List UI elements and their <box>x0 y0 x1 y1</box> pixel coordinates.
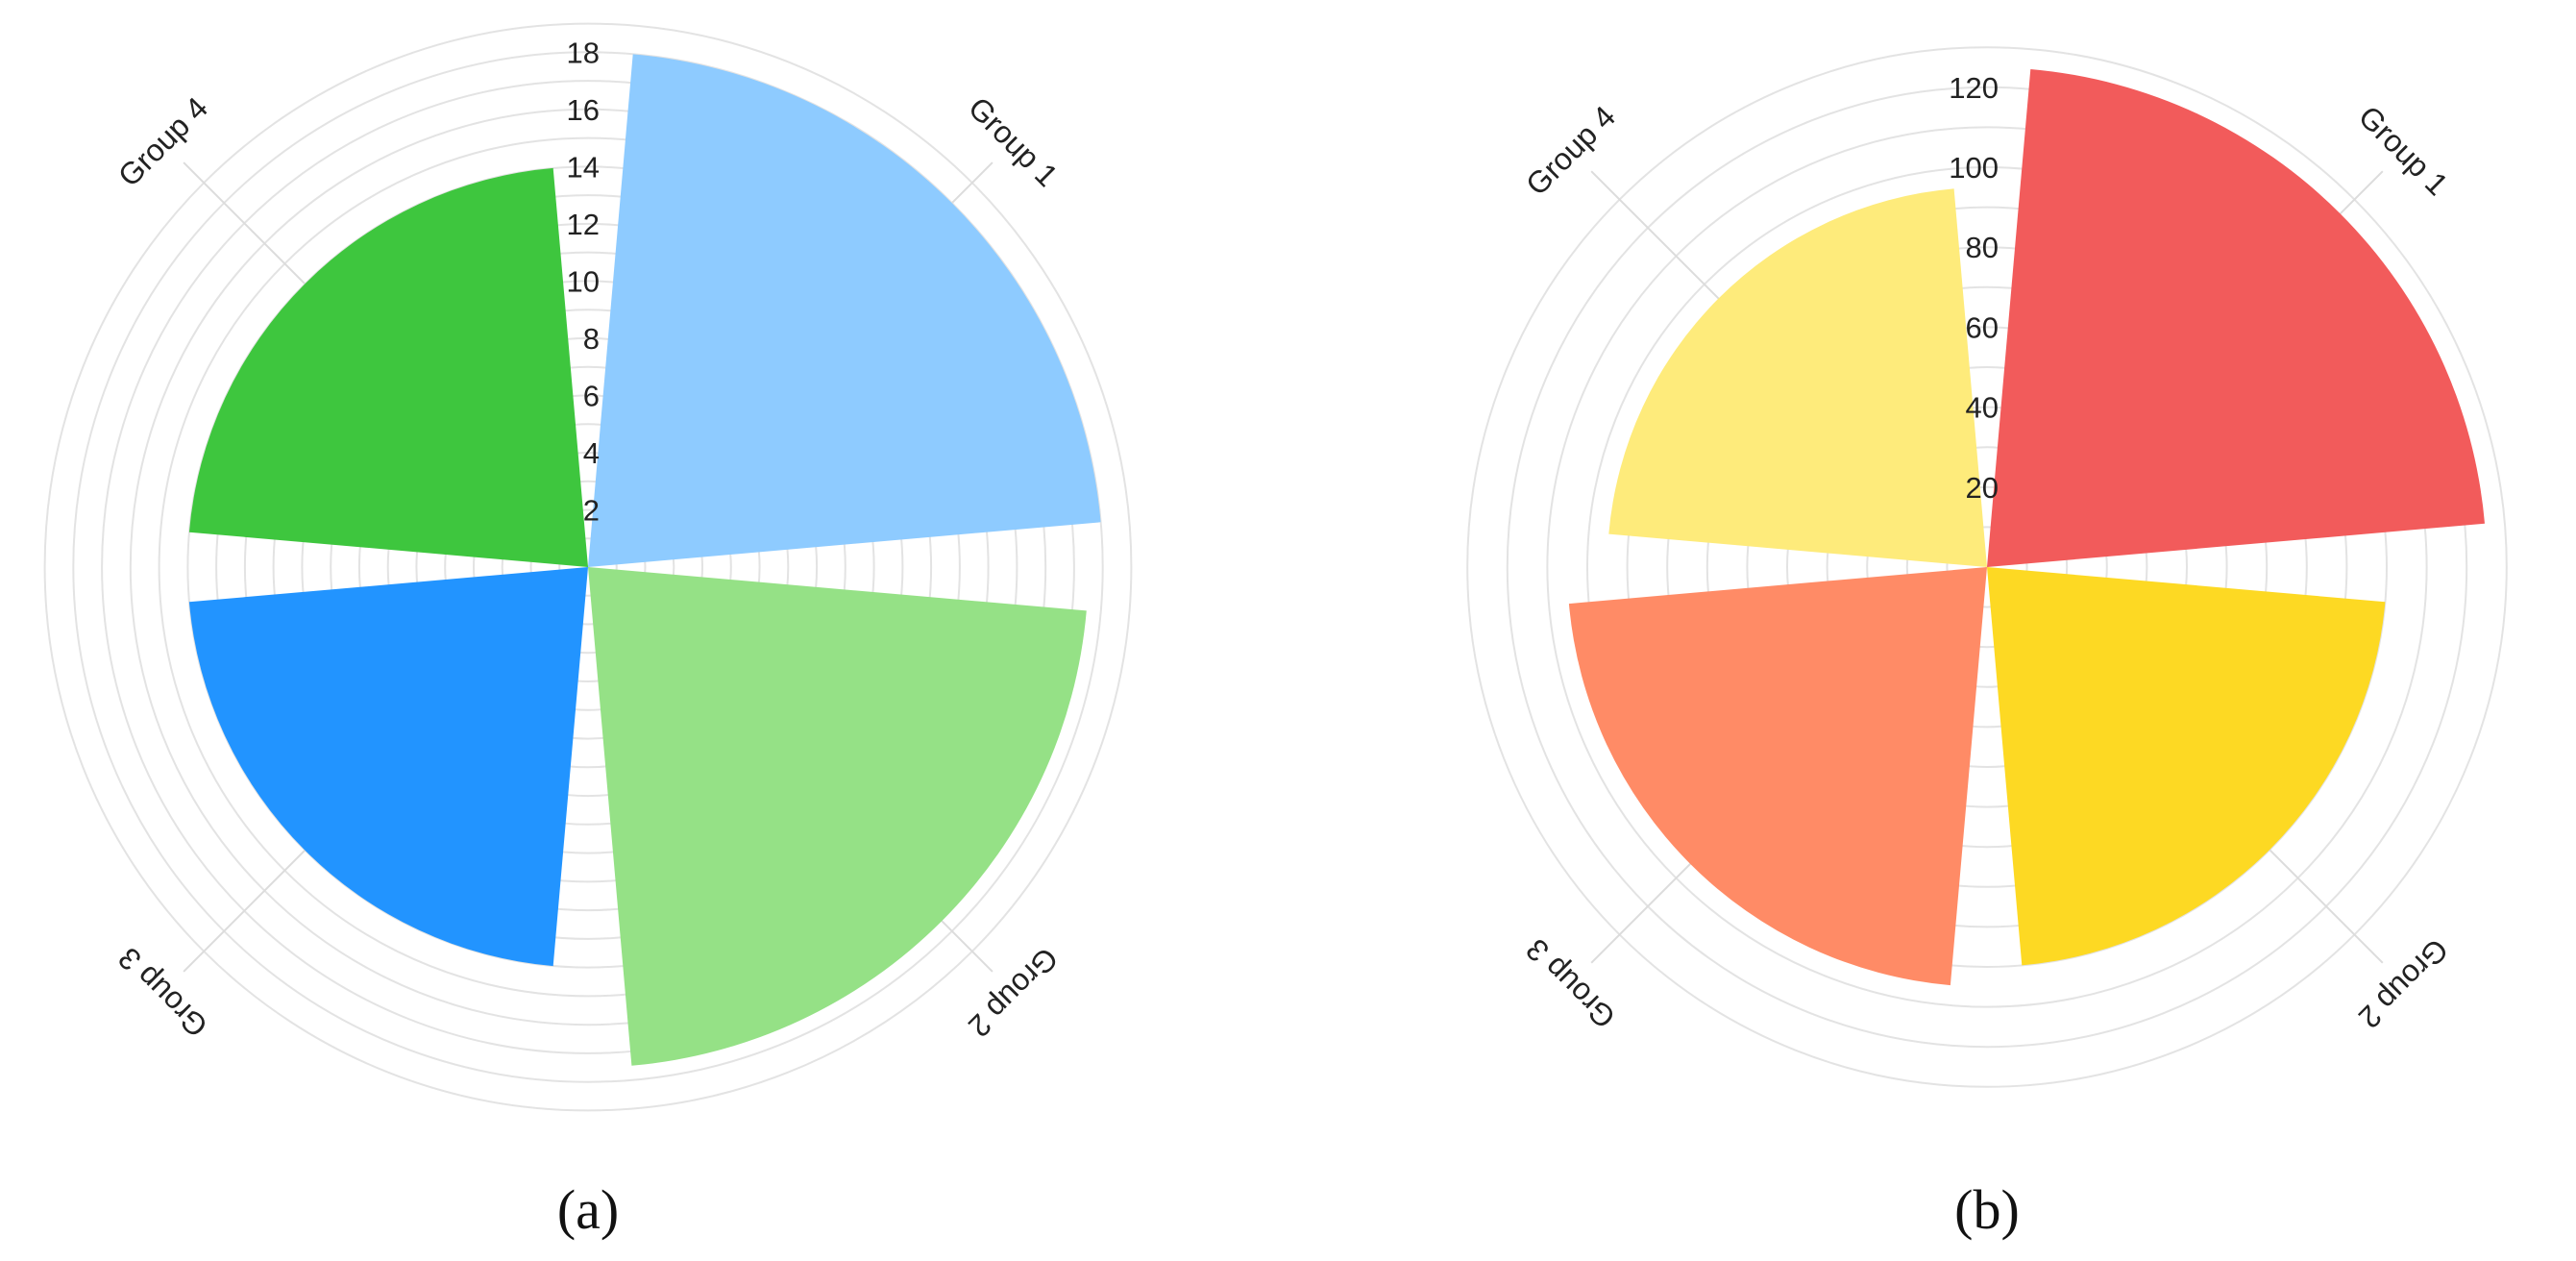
grid-ring <box>215 194 961 940</box>
tick-label: 60 <box>1966 310 1999 344</box>
grid-ring <box>1705 285 2269 849</box>
grid-ring <box>1506 86 2468 1049</box>
tick-label: 4 <box>583 436 600 470</box>
tick-label: 2 <box>583 494 600 528</box>
grid-ring <box>386 365 790 769</box>
tick-label: 6 <box>583 379 600 412</box>
caption-b: (b) <box>1954 1178 2020 1241</box>
sector-group-4 <box>188 167 588 567</box>
grid-ring <box>1746 326 2228 808</box>
grid-ring <box>1586 166 2388 968</box>
grid-ring <box>301 280 875 854</box>
tick-label: 120 <box>1949 71 1999 105</box>
sector-group-1 <box>588 54 1101 567</box>
sector-group-3 <box>1568 567 1987 986</box>
tick-label: 40 <box>1966 391 1999 425</box>
grid-ring <box>158 136 1018 998</box>
tick-label: 18 <box>567 36 600 69</box>
grid-ring <box>1666 246 2308 888</box>
grid-ring <box>272 251 904 883</box>
grid-ring <box>101 80 1075 1054</box>
grid-ring <box>129 108 1047 1026</box>
tick-label: 14 <box>567 150 600 184</box>
grid-rings <box>1466 46 2508 1088</box>
grid-ring <box>243 222 933 912</box>
grid-ring <box>1946 526 2028 608</box>
sector-group-3 <box>188 567 588 967</box>
grid-ring <box>1466 46 2508 1088</box>
tick-label: 12 <box>567 208 600 241</box>
tick-label: 80 <box>1966 231 1999 264</box>
grid-ring <box>43 22 1133 1112</box>
grid-ring <box>1866 446 2108 688</box>
sector-group-4 <box>1608 188 1987 568</box>
grid-ring <box>1905 485 2069 649</box>
tick-label: 20 <box>1966 471 1999 505</box>
tick-label: 10 <box>567 264 600 298</box>
grid-ring <box>415 394 761 740</box>
grid-ring <box>1786 366 2188 768</box>
grid-ring <box>558 537 618 597</box>
grid-ring <box>529 508 647 626</box>
tick-label: 8 <box>583 322 600 356</box>
grid-ring <box>1546 126 2428 1008</box>
grid-ring <box>1826 406 2148 729</box>
sector-group-2 <box>588 567 1087 1066</box>
sector-group-1 <box>1987 69 2485 567</box>
grid-rings <box>43 22 1133 1112</box>
grid-ring <box>357 336 819 798</box>
grid-ring <box>444 423 732 711</box>
grid-ring <box>330 309 846 826</box>
tick-label: 100 <box>1949 151 1999 185</box>
tick-label: 16 <box>567 93 600 127</box>
grid-ring <box>72 51 1104 1083</box>
grid-ring <box>501 480 675 655</box>
sector-group-2 <box>1987 567 2386 966</box>
grid-ring <box>473 452 703 682</box>
caption-a: (a) <box>557 1178 619 1241</box>
grid-ring <box>1626 206 2348 928</box>
grid-ring <box>186 165 990 969</box>
